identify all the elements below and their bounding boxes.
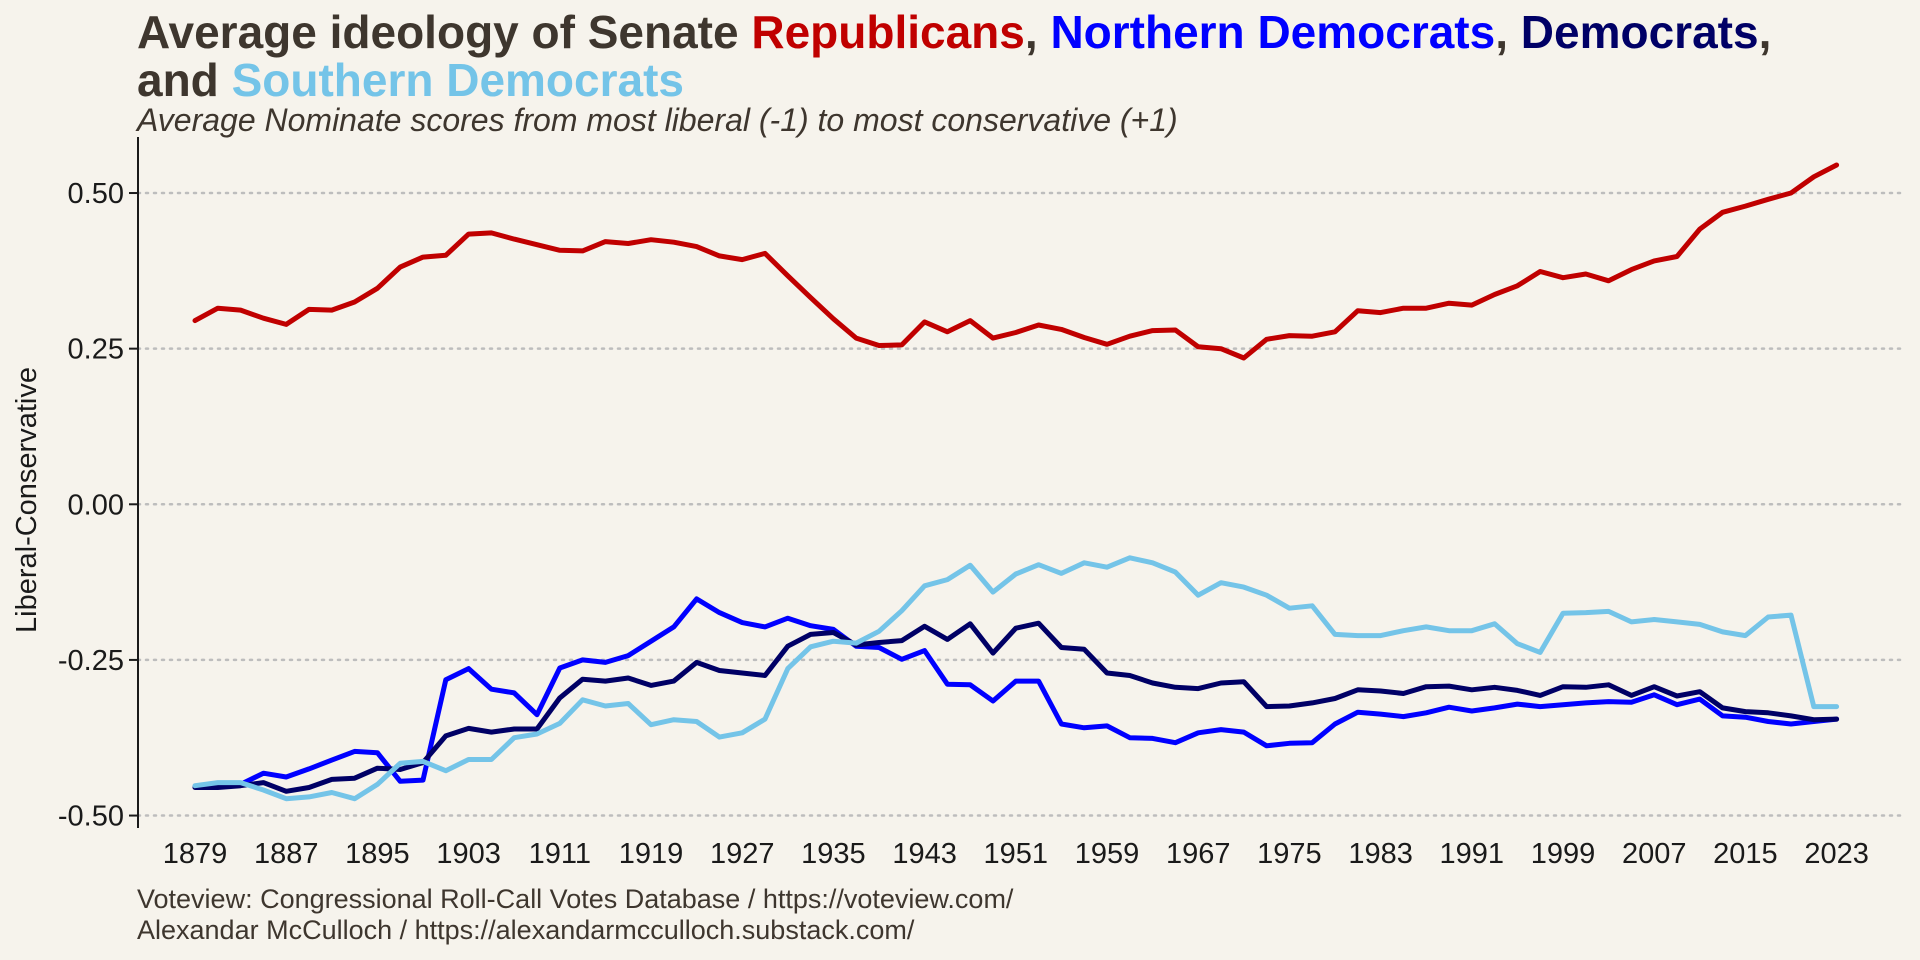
axes: Liberal-Conservative bbox=[11, 137, 139, 828]
series-line-southern-democrats bbox=[192, 555, 1840, 802]
caption: Voteview: Congressional Roll-Call Votes … bbox=[137, 884, 1013, 946]
x-tick-label: 1991 bbox=[1440, 838, 1505, 870]
title-northern-democrats: Northern Democrats bbox=[1050, 6, 1496, 58]
title-separator: , bbox=[1758, 6, 1772, 58]
series-lines bbox=[192, 162, 1840, 802]
x-tick-label: 2007 bbox=[1622, 838, 1687, 870]
x-tick-label: 1927 bbox=[710, 838, 775, 870]
y-tick-label: -0.50 bbox=[58, 801, 124, 833]
series-line-republicans bbox=[192, 162, 1840, 361]
x-tick-label: 1879 bbox=[163, 838, 228, 870]
x-tick-label: 1919 bbox=[619, 838, 684, 870]
title-southern-democrats: Southern Democrats bbox=[231, 54, 684, 106]
x-tick-label: 1959 bbox=[1075, 838, 1140, 870]
gridlines bbox=[136, 191, 1907, 817]
x-tick-label: 1911 bbox=[529, 838, 591, 870]
title-republicans: Republicans bbox=[751, 6, 1025, 58]
title-prefix: Average ideology of Senate bbox=[137, 6, 752, 58]
x-tick-label: 1935 bbox=[801, 838, 866, 870]
title-line2-prefix: and bbox=[137, 54, 232, 106]
y-tick-label: 0.00 bbox=[68, 489, 124, 521]
y-tick-label: 0.50 bbox=[68, 178, 124, 210]
caption-author: Alexandar McCulloch / https://alexandarm… bbox=[137, 915, 915, 945]
x-tick-label: 1983 bbox=[1348, 838, 1413, 870]
chart-subtitle: Average Nominate scores from most libera… bbox=[137, 102, 1178, 138]
title-separator: , bbox=[1495, 6, 1521, 58]
x-tick-label: 1975 bbox=[1257, 838, 1322, 870]
x-tick-label: 2015 bbox=[1713, 838, 1778, 870]
title-separator: , bbox=[1024, 6, 1051, 58]
chart-title: Average ideology of Senate Republicans, … bbox=[137, 8, 1897, 104]
x-tick-label: 1943 bbox=[892, 838, 957, 870]
y-tick-label: 0.25 bbox=[68, 334, 124, 366]
x-tick-labels: 1879 1887 1895 1903 1911 1919 1927 1935 1943 1951… bbox=[163, 838, 1869, 870]
x-tick-label: 1895 bbox=[345, 838, 410, 870]
caption-source: Voteview: Congressional Roll-Call Votes … bbox=[137, 884, 1014, 914]
x-tick-label: 2023 bbox=[1804, 838, 1869, 870]
line-chart: Liberal-Conservative -0.50 -0.25 0.00 0.25 0… bbox=[11, 137, 1907, 870]
series-line-democrats bbox=[192, 620, 1840, 794]
x-tick-label: 1999 bbox=[1531, 838, 1596, 870]
y-tick-label: -0.25 bbox=[58, 645, 124, 677]
x-tick-label: 1903 bbox=[436, 838, 501, 870]
x-tick-label: 1951 bbox=[984, 838, 1049, 870]
title-democrats: Democrats bbox=[1520, 6, 1759, 58]
y-tick-labels: -0.50 -0.25 0.00 0.25 0.50 bbox=[58, 178, 138, 833]
series-line-northern-democrats bbox=[192, 596, 1840, 789]
y-axis-label: Liberal-Conservative bbox=[11, 367, 43, 633]
x-tick-label: 1967 bbox=[1166, 838, 1231, 870]
x-tick-label: 1887 bbox=[254, 838, 319, 870]
